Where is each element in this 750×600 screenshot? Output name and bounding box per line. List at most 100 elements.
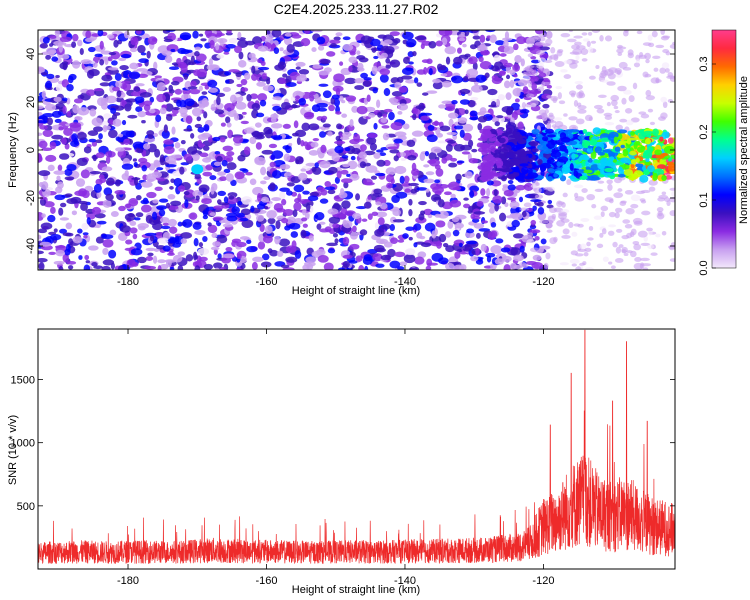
- spectrogram-cell: [488, 137, 496, 142]
- spectrogram-cell: [480, 243, 487, 252]
- spectrogram-cell: [632, 82, 638, 90]
- spectrogram-cell: [100, 97, 108, 106]
- spectrogram-cell: [629, 150, 637, 156]
- spectrogram-cell: [143, 137, 156, 143]
- spectrogram-cell: [261, 253, 270, 261]
- spectrogram-cell: [319, 131, 327, 138]
- spectrogram-cell: [630, 194, 641, 202]
- spectrogram-cell: [618, 244, 624, 248]
- spectrogram-cell: [558, 100, 566, 105]
- spectrogram-cell: [284, 32, 292, 37]
- spectrogram-cell: [505, 74, 511, 80]
- spectrogram-cell: [412, 113, 417, 121]
- spectrogram-cell: [234, 171, 245, 180]
- spectrogram-cell: [593, 215, 602, 220]
- spectrogram-cell: [563, 59, 573, 64]
- spectrogram-cell: [222, 86, 231, 93]
- spectrogram-cell: [49, 35, 57, 39]
- spectrogram-cell: [81, 190, 90, 199]
- spectrogram-cell: [560, 32, 571, 38]
- spectrogram-cell: [530, 219, 537, 226]
- spectrogram-cell: [201, 91, 208, 95]
- spectrogram-cell: [360, 72, 368, 79]
- spectrogram-cell: [204, 84, 210, 90]
- spectrogram-cell: [78, 255, 83, 260]
- spectrogram-bright-spot: [191, 164, 204, 175]
- spectrogram-cell: [276, 250, 284, 257]
- spectrogram-cell: [58, 126, 64, 131]
- spectrogram-cell: [493, 54, 501, 62]
- spectrogram-cell: [439, 125, 451, 132]
- spectrogram-cell: [529, 247, 540, 253]
- spectrogram-cell: [614, 110, 620, 114]
- spectrogram-cell: [632, 217, 643, 225]
- spectrogram-cell: [667, 137, 674, 144]
- spectrogram-cell: [267, 248, 273, 254]
- spectrogram-cell: [341, 155, 349, 159]
- spectrogram-cell: [390, 121, 403, 131]
- spectrogram-cell: [162, 222, 170, 226]
- spectrogram-cell: [295, 91, 306, 96]
- spectrogram-cell: [159, 263, 169, 270]
- spectrogram-cell: [422, 92, 429, 96]
- spectrogram-cell: [102, 247, 109, 256]
- spectrogram-cell: [153, 159, 160, 167]
- spectrogram-cell: [475, 232, 481, 239]
- spectrogram-cell: [316, 223, 322, 230]
- spectrogram-cell: [576, 91, 583, 99]
- spectrogram-cell: [300, 168, 307, 172]
- spectrogram-cell: [617, 85, 627, 92]
- spectrogram-cell: [342, 131, 352, 138]
- spectrogram-cell: [400, 75, 413, 80]
- spectrogram-cell: [108, 129, 118, 139]
- spectrogram-cell: [348, 65, 353, 73]
- spectrogram-cell: [367, 195, 372, 200]
- spectrogram-cell: [606, 159, 614, 167]
- spectrogram-cell: [279, 47, 284, 52]
- spectrogram-cell: [83, 234, 88, 239]
- spectrogram-cell: [406, 38, 417, 48]
- spectrogram-cell: [38, 132, 43, 137]
- spectrogram-cell: [80, 59, 92, 65]
- spectrogram-cell: [424, 222, 436, 232]
- spectrogram-cell: [601, 228, 607, 235]
- spectrogram-cell: [38, 153, 43, 163]
- spectrogram-cell: [416, 232, 423, 239]
- spectrogram-cell: [180, 139, 186, 145]
- spectrogram-cell: [512, 233, 524, 239]
- spectrogram-cell: [552, 97, 558, 104]
- spectrogram-cell: [153, 248, 160, 252]
- spectrogram-cell: [101, 265, 111, 270]
- spectrogram-cell: [72, 236, 83, 244]
- spectrogram-cell: [328, 104, 335, 112]
- spectrogram-cell: [55, 249, 65, 257]
- spectrogram-cell: [185, 115, 193, 124]
- spectrogram-cell: [145, 247, 156, 252]
- spectrogram-cell: [342, 236, 350, 246]
- spectrogram-cell: [77, 94, 85, 100]
- spectrogram-cell: [97, 30, 104, 37]
- spectrogram-cell: [169, 226, 178, 234]
- spectrogram-cell: [135, 212, 144, 218]
- spectrogram-cell: [330, 43, 337, 48]
- spectrogram-cell: [146, 130, 155, 136]
- spectrogram-cell: [115, 80, 123, 88]
- spectrogram-cell: [309, 91, 317, 96]
- spectrogram-cell: [316, 36, 326, 45]
- spectrogram-cell: [492, 195, 503, 204]
- spectrogram-cell: [433, 196, 442, 201]
- spectrogram-cell: [429, 158, 441, 167]
- spectrogram-cell: [471, 148, 478, 153]
- spectrogram-cell: [161, 50, 173, 56]
- spectrogram-cell: [420, 115, 430, 121]
- spectrogram-cell: [630, 159, 636, 165]
- spectrogram-cell: [385, 167, 397, 176]
- spectrogram-cell: [256, 214, 265, 222]
- spectrogram-cell: [237, 39, 249, 49]
- spectrogram-cell: [545, 128, 555, 134]
- spectrogram-cell: [362, 80, 372, 88]
- spectrogram-cell: [185, 254, 194, 262]
- spectrogram-cell: [479, 176, 489, 181]
- spectrogram-cell: [91, 206, 102, 215]
- spectrogram-cell: [523, 182, 534, 191]
